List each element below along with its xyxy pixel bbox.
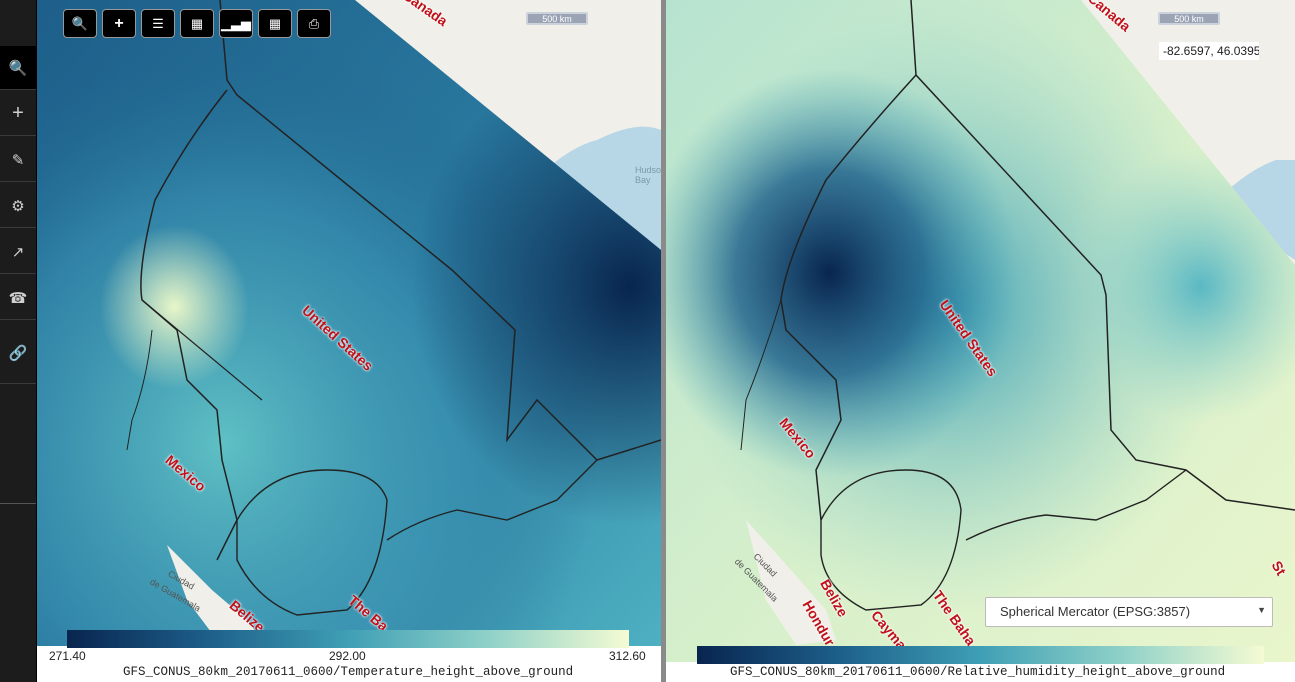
left-map-canvas[interactable] [37,0,661,682]
chevron-down-icon: ▼ [1257,605,1266,615]
animation-button[interactable]: ▦ [180,9,214,38]
search-icon: 🔍 [8,59,28,77]
list-icon: ☰ [152,15,164,31]
sidebar-contact-button[interactable]: ☎ [0,276,36,320]
chart-button[interactable]: ▁▃▅ [219,9,253,38]
legend-max: 312.60 [609,649,646,663]
humidity-legend-bar [697,646,1264,664]
sidebar-divider [0,503,36,504]
bar-chart-icon: ▁▃▅ [221,15,251,31]
print-button[interactable]: ⎙ [297,9,331,38]
calculator-icon: ▦ [268,15,282,31]
legend-background [37,646,661,682]
sidebar-search-button[interactable]: 🔍 [0,46,36,90]
film-icon: ▦ [190,15,204,31]
left-map-panel[interactable]: Canada United States Mexico Belize The B… [37,0,661,682]
sidebar-draw-button[interactable]: ✎ [0,138,36,182]
right-map-canvas[interactable] [666,0,1295,682]
label-hudson-bay: Hudson Bay [635,165,661,185]
legend-background [666,662,1295,682]
layer-name: GFS_CONUS_80km_20170611_0600/Relative_hu… [730,665,1226,679]
add-button[interactable]: + [102,9,136,38]
right-map-panel[interactable]: Canada United States Mexico Belize Hondu… [666,0,1295,682]
search-button[interactable]: 🔍 [63,9,97,38]
calculator-button[interactable]: ▦ [258,9,292,38]
temperature-legend-bar [67,630,629,648]
search-icon: 🔍 [71,15,89,31]
export-icon: ↗ [11,243,25,261]
legend-mid: 292.00 [329,649,366,663]
sidebar-export-button[interactable]: ↗ [0,230,36,274]
gear-icon: ⚙ [11,197,25,215]
legend-min: 271.40 [49,649,86,663]
projection-select[interactable]: Spherical Mercator (EPSG:3857) ▼ [985,597,1273,627]
plus-icon: + [12,102,24,124]
scale-bar: 500 km [526,12,588,25]
sidebar: 🔍 + ✎ ⚙ ↗ ☎ 🔗 [0,0,37,682]
layers-list-button[interactable]: ☰ [141,9,175,38]
layer-name: GFS_CONUS_80km_20170611_0600/Temperature… [123,665,574,679]
scale-bar: 500 km [1158,12,1220,25]
print-icon: ⎙ [308,15,320,31]
link-icon: 🔗 [8,344,28,362]
panel-divider[interactable] [661,0,666,682]
sidebar-link-button[interactable]: 🔗 [0,322,36,384]
phone-icon: ☎ [8,289,28,307]
sidebar-settings-button[interactable]: ⚙ [0,184,36,228]
pencil-icon: ✎ [11,151,25,169]
projection-select-value: Spherical Mercator (EPSG:3857) [1000,604,1191,619]
coordinate-readout: -82.6597, 46.0395 [1159,42,1259,60]
sidebar-add-button[interactable]: + [0,92,36,136]
plus-icon: + [114,14,124,32]
map-toolbar: 🔍 + ☰ ▦ ▁▃▅ ▦ ⎙ [63,9,331,38]
